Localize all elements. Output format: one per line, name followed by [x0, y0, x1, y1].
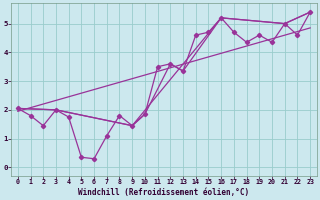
X-axis label: Windchill (Refroidissement éolien,°C): Windchill (Refroidissement éolien,°C): [78, 188, 250, 197]
